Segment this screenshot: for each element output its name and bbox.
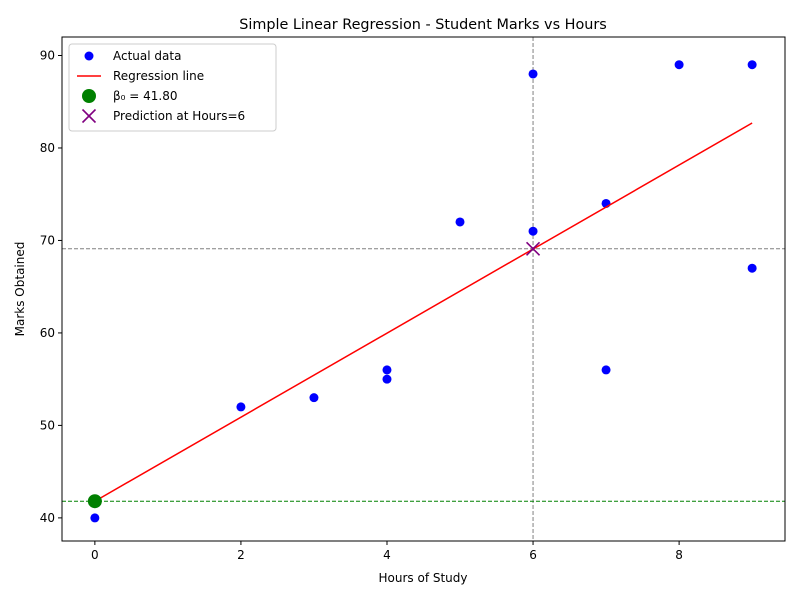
x-axis-label: Hours of Study (379, 571, 468, 585)
data-point (674, 60, 684, 70)
legend-label: Prediction at Hours=6 (113, 109, 245, 123)
y-axis-label: Marks Obtained (13, 242, 27, 337)
legend: Actual data Regression line β₀ = 41.80 Pred… (68, 43, 277, 132)
legend-box (68, 43, 277, 132)
regression-line (94, 122, 753, 502)
y-tick-label: 80 (40, 141, 55, 155)
data-point (528, 226, 538, 236)
y-tick-label: 70 (40, 233, 55, 247)
axes-frame (61, 36, 786, 542)
legend-label: Regression line (113, 69, 204, 83)
prediction-marker-stroke (525, 241, 541, 256)
x-tick-label: 4 (383, 548, 391, 562)
data-point (528, 69, 538, 79)
prediction-marker (525, 241, 541, 256)
data-point (455, 217, 465, 227)
data-point (382, 374, 392, 384)
legend-label: Actual data (113, 49, 181, 63)
data-point (382, 365, 392, 375)
x-tick-label: 6 (529, 548, 537, 562)
intercept-point (87, 494, 102, 509)
x-tick-label: 2 (237, 548, 245, 562)
data-point (747, 60, 757, 70)
y-tick-label: 90 (40, 48, 55, 62)
legend-swatch-x-stroke (81, 108, 97, 124)
data-point (747, 263, 757, 273)
y-tick-label: 60 (40, 326, 55, 340)
data-point (601, 365, 611, 375)
legend-label: β₀ = 41.80 (113, 89, 178, 103)
data-point (309, 393, 319, 403)
x-tick-label: 8 (675, 548, 683, 562)
x-tick-label: 0 (91, 548, 99, 562)
data-point (90, 513, 100, 523)
plot-area: 0 2 4 6 8 40 50 60 70 80 90 (40, 36, 786, 562)
legend-swatch-dot (84, 51, 94, 61)
y-tick-label: 50 (40, 418, 55, 432)
legend-swatch-dot (82, 89, 96, 103)
data-point (236, 402, 246, 412)
legend-swatch-x (81, 108, 97, 124)
chart-title: Simple Linear Regression - Student Marks… (239, 17, 607, 33)
y-tick-label: 40 (40, 511, 55, 525)
